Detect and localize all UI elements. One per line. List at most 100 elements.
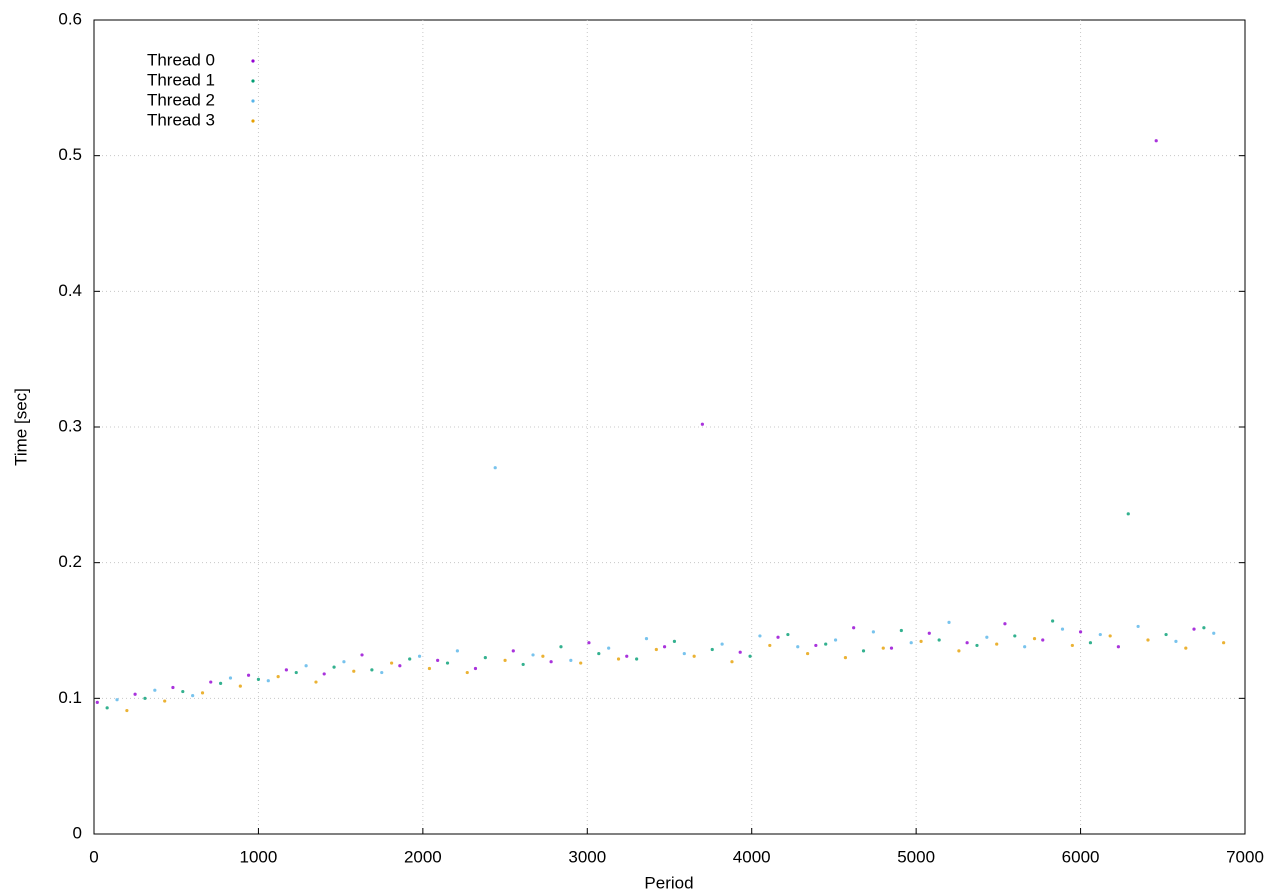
data-point [342,660,346,664]
data-point [796,645,800,649]
data-point [1164,632,1168,637]
data-point [975,643,979,648]
data-point [1174,639,1178,643]
data-point [597,651,601,656]
data-point [1116,645,1120,649]
data-point [1070,643,1074,648]
data-point [899,628,903,633]
data-point [635,657,639,661]
data-point [625,654,629,658]
data-point [720,642,724,646]
data-point [644,637,649,641]
data-point [1088,641,1093,645]
data-point [541,654,545,658]
data-point [1041,638,1045,642]
data-point [871,630,875,634]
data-point [587,641,591,645]
data-point [246,673,251,677]
legend-marker [251,79,255,83]
legend-marker [251,119,255,123]
legend-label: Thread 2 [147,90,215,109]
data-point [559,645,563,649]
data-point [503,658,507,662]
data-point [276,675,280,679]
data-point [191,694,195,698]
x-tick-label: 2000 [404,847,442,866]
data-point [569,658,573,662]
data-point [181,689,185,694]
data-point [1202,626,1206,630]
data-point [266,679,270,683]
x-tick-label: 1000 [240,847,278,866]
data-point [304,664,308,668]
data-point [824,642,828,646]
legend-marker [251,59,255,63]
data-point [937,638,941,642]
data-point [380,670,384,675]
data-point [692,654,696,658]
data-point [957,649,961,653]
data-point [436,658,440,662]
data-point [616,657,621,661]
data-point [125,708,129,713]
data-point [360,653,364,657]
y-tick-label: 0.1 [58,688,82,707]
data-point [370,668,374,672]
data-point [284,668,288,672]
data-point [758,634,762,638]
data-point [806,651,810,656]
x-tick-label: 3000 [568,847,606,866]
data-point [1146,638,1150,642]
data-point [662,645,667,649]
data-point [1032,637,1037,641]
data-point [473,666,478,671]
data-point [511,649,515,653]
data-point [833,638,838,642]
data-point [730,660,734,664]
data-point [852,626,856,630]
data-point [417,654,422,658]
data-point [748,654,752,658]
data-point [153,688,157,692]
data-point [398,664,402,668]
data-point [1108,634,1112,638]
data-point [352,669,356,673]
x-tick-label: 6000 [1062,847,1100,866]
y-tick-label: 0.5 [58,145,82,164]
x-tick-label: 7000 [1226,847,1264,866]
legend-marker [251,99,255,103]
y-tick-label: 0.6 [58,9,82,28]
data-point [1060,627,1065,631]
data-point [105,706,109,710]
data-point [143,696,147,700]
data-point [95,700,99,705]
data-point [445,661,450,665]
x-tick-label: 4000 [733,847,771,866]
data-point [927,631,931,635]
data-point [965,641,969,645]
data-point [1078,630,1083,634]
y-axis-label: Time [sec] [11,388,30,466]
data-point [786,632,790,637]
data-point [219,681,223,686]
legend-label: Thread 0 [147,50,215,69]
x-axis-label: Period [644,873,693,892]
data-point [1136,624,1140,629]
data-point [115,698,119,702]
data-point [200,691,205,695]
data-point [607,646,611,650]
data-point [881,646,885,650]
data-point [455,649,459,653]
data-point [1013,634,1017,638]
data-point [919,639,923,643]
data-point [531,653,535,657]
y-tick-label: 0.2 [58,552,82,571]
legend-label: Thread 1 [147,70,215,89]
data-point [1212,631,1216,635]
data-point [133,692,137,696]
data-point [1222,641,1226,645]
data-point [579,661,583,665]
data-point [814,643,818,648]
data-point [228,676,233,680]
data-point [314,680,318,684]
